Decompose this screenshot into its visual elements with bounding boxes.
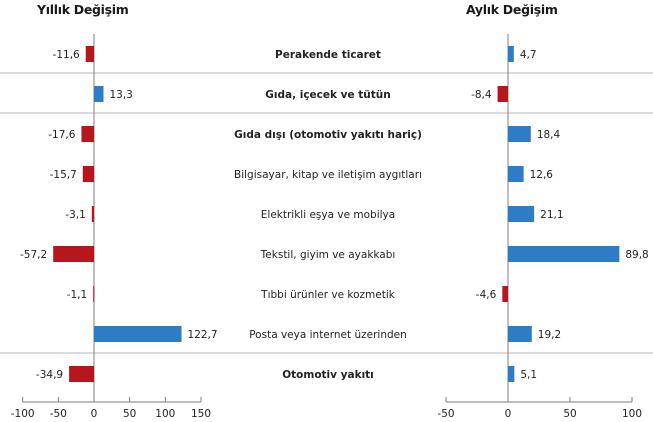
data-label: -15,7 [50, 169, 77, 181]
bar [94, 326, 182, 342]
category-label: Gıda, içecek ve tütün [265, 89, 390, 101]
bar [82, 166, 94, 182]
x-tick-label: 0 [91, 408, 98, 420]
bar [53, 246, 94, 262]
x-tick-label: 50 [123, 408, 136, 420]
category-label: Perakende ticaret [275, 49, 381, 61]
data-label: 89,8 [625, 249, 648, 261]
data-label: 21,1 [540, 209, 563, 221]
x-tick-label: 0 [505, 408, 512, 420]
bar [508, 126, 531, 142]
bar [508, 366, 515, 382]
category-label: Gıda dışı (otomotiv yakıtı hariç) [234, 129, 422, 141]
x-tick-label: 150 [191, 408, 211, 420]
monthly-change-title: Aylık Değişim [466, 2, 558, 17]
x-tick-label: -50 [437, 408, 454, 420]
category-label: Tıbbi ürünler ve kozmetik [260, 289, 396, 301]
x-tick-label: -50 [50, 408, 67, 420]
data-label: -11,6 [53, 49, 80, 61]
data-label: -1,1 [67, 289, 88, 301]
bar [81, 126, 94, 142]
bar [508, 46, 514, 62]
data-label: 19,2 [538, 329, 561, 341]
bar [69, 366, 94, 382]
data-label: 12,6 [530, 169, 554, 181]
bar [508, 326, 532, 342]
bar [502, 286, 508, 302]
data-label: -57,2 [20, 249, 47, 261]
x-tick-label: 100 [622, 408, 642, 420]
data-label: 5,1 [520, 369, 537, 381]
data-label: 13,3 [109, 89, 132, 101]
data-label: -4,6 [476, 289, 497, 301]
data-label: -17,6 [48, 129, 75, 141]
bar [91, 206, 94, 222]
category-label: Posta veya internet üzerinden [249, 329, 407, 341]
data-label: -8,4 [471, 89, 492, 101]
data-label: 4,7 [520, 49, 537, 61]
x-tick-label: -100 [11, 408, 35, 420]
x-tick-label: 100 [155, 408, 175, 420]
x-tick-label: 50 [563, 408, 576, 420]
bar [508, 246, 620, 262]
data-label: 122,7 [188, 329, 218, 341]
category-label: Tekstil, giyim ve ayakkabı [260, 249, 396, 261]
data-label: 18,4 [537, 129, 561, 141]
bar [94, 86, 104, 102]
category-label: Otomotiv yakıtı [282, 369, 374, 381]
data-label: -3,1 [65, 209, 86, 221]
category-label: Bilgisayar, kitap ve iletişim aygıtları [234, 169, 422, 181]
bar [508, 206, 535, 222]
bar [93, 286, 95, 302]
bar [508, 166, 524, 182]
annual-change-title: Yıllık Değişim [37, 2, 129, 17]
bar [497, 86, 508, 102]
category-label: Elektrikli eşya ve mobilya [261, 209, 395, 221]
data-label: -34,9 [36, 369, 63, 381]
bar [85, 46, 94, 62]
